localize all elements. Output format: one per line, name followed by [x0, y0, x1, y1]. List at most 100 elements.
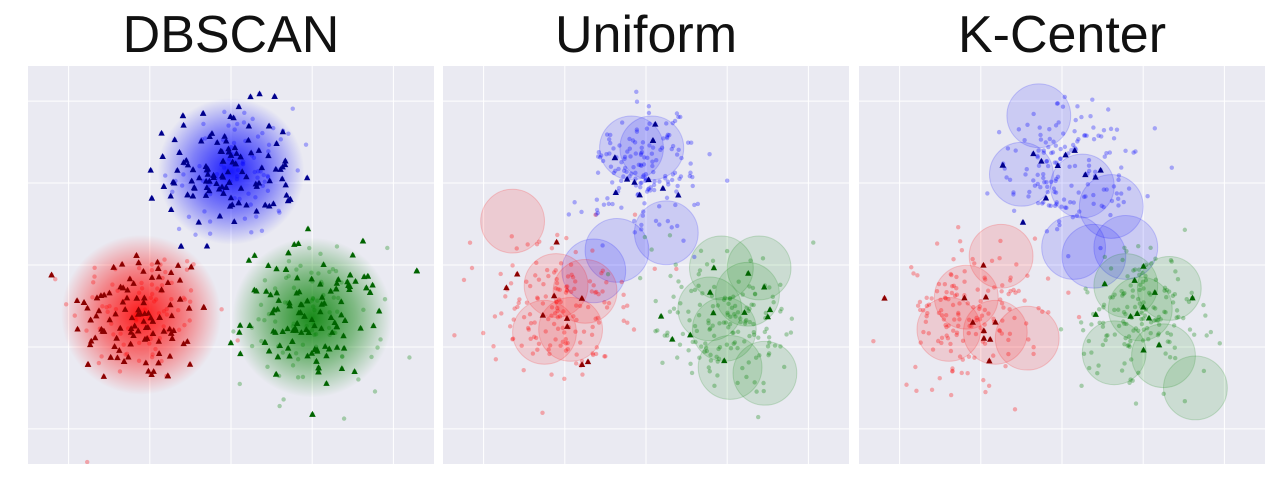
data-point	[716, 346, 721, 352]
data-point	[950, 302, 956, 308]
data-point	[149, 282, 155, 287]
data-point	[121, 342, 126, 347]
data-point	[573, 279, 578, 284]
data-point	[176, 327, 182, 333]
selected-point-marker	[636, 191, 643, 198]
selected-point-marker	[180, 340, 187, 347]
data-point	[731, 341, 736, 346]
data-point	[1153, 256, 1158, 261]
data-point	[340, 354, 345, 359]
data-point	[751, 321, 756, 327]
data-point	[710, 304, 716, 309]
data-point	[90, 295, 95, 300]
data-point	[572, 200, 577, 205]
data-point	[512, 306, 517, 311]
data-point	[977, 304, 982, 309]
selected-point-marker	[198, 137, 205, 144]
data-point	[563, 348, 569, 353]
selected-point-marker	[93, 312, 100, 319]
data-point	[1008, 288, 1013, 294]
data-point	[148, 295, 154, 301]
data-point	[1139, 321, 1145, 327]
data-point	[551, 270, 557, 275]
selected-point-marker	[148, 274, 156, 280]
data-point	[1148, 245, 1153, 250]
data-point	[650, 159, 655, 164]
data-point	[1146, 290, 1152, 296]
data-point	[526, 327, 531, 332]
data-point	[565, 288, 570, 293]
data-point	[747, 333, 752, 339]
selected-point-marker	[127, 328, 135, 335]
selected-point-marker	[270, 200, 277, 207]
data-point	[1133, 326, 1139, 331]
data-point	[1145, 194, 1150, 199]
data-point	[590, 351, 595, 356]
data-point	[911, 271, 916, 276]
data-point	[515, 304, 520, 310]
data-point	[312, 307, 317, 313]
data-point	[714, 354, 719, 360]
data-point	[262, 317, 267, 323]
selected-point-marker	[221, 132, 228, 139]
data-point	[554, 280, 560, 286]
data-point	[638, 180, 643, 186]
selected-point-marker	[303, 174, 311, 181]
selected-point-marker	[282, 157, 289, 164]
data-point	[690, 174, 695, 180]
data-point	[929, 387, 935, 393]
coverage-circle	[599, 115, 664, 181]
data-point	[572, 286, 577, 292]
data-point	[1045, 184, 1050, 189]
selected-point-marker	[247, 149, 255, 156]
data-point	[188, 288, 194, 293]
coverage-circle	[1041, 215, 1106, 280]
data-point	[721, 320, 727, 325]
data-point	[1132, 267, 1138, 272]
selected-point-marker	[189, 192, 197, 199]
data-point	[1025, 273, 1030, 278]
data-point	[226, 157, 232, 162]
data-point	[751, 332, 757, 337]
selected-point-marker	[273, 265, 280, 272]
data-point	[556, 297, 562, 302]
data-point	[1040, 309, 1045, 314]
data-point	[186, 214, 192, 220]
data-point	[944, 333, 949, 338]
data-point	[333, 268, 339, 274]
selected-point-marker	[119, 298, 127, 305]
data-point	[1025, 122, 1030, 127]
selected-point-marker	[1042, 194, 1050, 201]
data-point	[694, 328, 700, 334]
data-point	[152, 299, 157, 304]
data-point	[385, 245, 390, 251]
data-point	[1127, 380, 1132, 385]
data-point	[1054, 226, 1060, 232]
selected-point-marker	[219, 157, 227, 164]
selected-point-marker	[133, 294, 140, 301]
data-point	[664, 134, 670, 139]
data-point	[999, 289, 1004, 294]
selected-point-marker	[256, 90, 263, 97]
data-point	[524, 300, 530, 305]
data-point	[1116, 323, 1122, 329]
data-point	[251, 155, 257, 161]
selected-point-marker	[106, 289, 113, 296]
data-point	[628, 154, 633, 159]
selected-point-marker	[745, 270, 752, 276]
data-point	[265, 174, 271, 180]
data-point	[604, 152, 609, 157]
data-point	[1011, 192, 1016, 197]
selected-point-marker	[308, 316, 316, 323]
data-point	[573, 329, 578, 334]
selected-point-marker	[253, 287, 260, 294]
coverage-circle	[1163, 355, 1228, 421]
coverage-circle	[989, 141, 1054, 207]
data-point	[1059, 204, 1064, 209]
data-point	[708, 352, 713, 358]
data-point	[646, 110, 652, 116]
data-point	[1051, 186, 1057, 191]
selected-point-marker	[237, 153, 244, 160]
selected-point-marker	[155, 359, 162, 366]
data-point	[356, 377, 361, 382]
